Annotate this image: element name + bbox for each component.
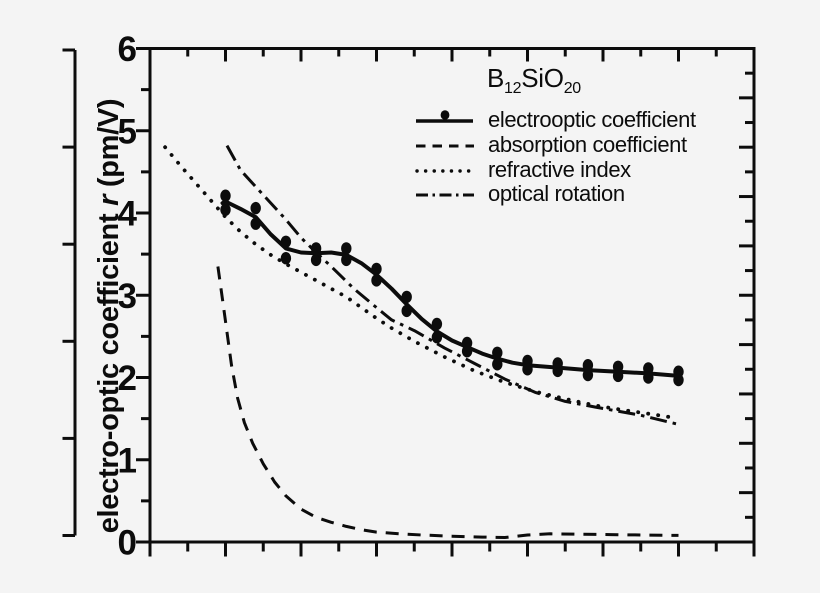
data-point-marker (341, 242, 352, 255)
y-axis-title-symbol: r (93, 194, 125, 206)
y-tick-labels: 0 1 2 3 4 5 6 (118, 30, 138, 563)
legend: B12SiO20 electrooptic coefficient absorpt… (410, 59, 696, 207)
data-point-marker (401, 304, 412, 318)
legend-title-base1: B (487, 63, 505, 93)
y-axis-title-prefix: electro-optic coefficient (93, 205, 125, 534)
data-point-marker (341, 253, 352, 267)
series-line-dotted (163, 145, 677, 420)
series-data-points (220, 189, 684, 387)
data-point-marker (401, 290, 412, 304)
data-point-marker (612, 360, 624, 373)
x-axis-ticks (148, 49, 756, 557)
y-tick-label: 1 (118, 441, 137, 480)
data-point-marker (461, 345, 473, 358)
legend-title-sub2: 20 (563, 80, 582, 98)
legend-entry-label: electrooptic coefficient (488, 107, 696, 133)
legend-dot-marker-icon (440, 110, 450, 121)
y-axis-ticks (136, 47, 149, 544)
y-tick-label: 5 (118, 112, 137, 151)
data-point-marker (431, 317, 443, 331)
y-axis-title-suffix: (pm/V) (93, 98, 125, 195)
legend-title: B12SiO20 (487, 61, 696, 106)
data-point-marker (371, 274, 382, 287)
data-point-marker (250, 217, 261, 230)
legend-entry: refractive index (410, 157, 696, 182)
legend-title-base2: SiO (521, 63, 564, 93)
y-tick-label: 6 (118, 30, 137, 69)
data-point-marker (280, 235, 292, 248)
data-point-marker (643, 362, 654, 375)
legend-entry: electrooptic coefficient (410, 107, 696, 133)
data-point-marker (643, 371, 654, 384)
series-line-dashdot (225, 144, 679, 426)
legend-entry-label: refractive index (488, 156, 631, 182)
data-point-marker (250, 201, 261, 215)
y-tick-label: 2 (118, 359, 137, 398)
legend-entry: absorption coefficient (410, 132, 696, 158)
legend-sample-dashed (416, 144, 474, 148)
data-point-marker (612, 369, 624, 383)
data-point-marker (431, 331, 443, 344)
y-tick-label: 0 (118, 524, 137, 563)
legend-entry: optical rotation (410, 181, 696, 207)
data-point-marker (582, 368, 594, 382)
outer-left-axis (62, 48, 77, 537)
series-line-solid (220, 199, 681, 378)
legend-title-sub1: 12 (504, 80, 522, 98)
legend-sample-dotted (415, 168, 472, 173)
right-axis-ticks (739, 47, 753, 544)
data-point-marker (492, 346, 503, 359)
data-point-marker (522, 363, 533, 376)
data-point-marker (492, 358, 503, 371)
data-point-marker (371, 262, 382, 276)
y-tick-label: 3 (118, 277, 137, 316)
legend-entry-label: absorption coefficient (488, 132, 687, 158)
legend-sample-solid-dot (416, 110, 473, 124)
legend-sample-dashdot (416, 193, 474, 197)
data-point-marker (582, 359, 594, 372)
data-point-marker (552, 364, 563, 378)
data-point-marker (220, 203, 231, 216)
series-line-dashed (216, 266, 679, 539)
data-point-marker (220, 189, 231, 202)
data-point-marker (280, 252, 292, 265)
legend-entry-label: optical rotation (488, 181, 625, 207)
y-axis-title: electro-optic coefficient r (pm/V) (93, 76, 131, 556)
y-tick-label: 4 (118, 195, 138, 234)
data-point-marker (673, 373, 684, 387)
legend-entries: electrooptic coefficient absorption coeff… (410, 107, 696, 207)
plot-frame (148, 47, 756, 544)
